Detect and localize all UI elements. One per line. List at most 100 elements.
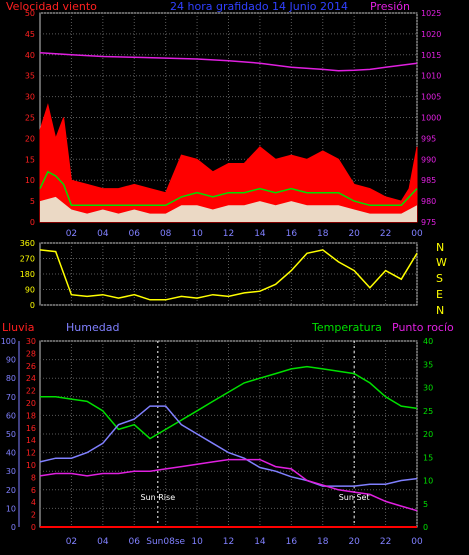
pressure-right-tick: 1010 <box>421 72 441 81</box>
climate-grid <box>18 340 418 528</box>
rain-tick: 0 <box>31 523 36 532</box>
climate-x-tick: 16 <box>286 537 298 547</box>
chart-title: 24 hora grafidado 14 Junio 2014 <box>170 0 348 13</box>
pressure-right-tick: 1015 <box>421 51 441 60</box>
humidity-tick: 80 <box>6 374 16 383</box>
wind-direction-line <box>39 249 418 301</box>
wind-left-tick: 50 <box>25 9 35 18</box>
wind-x-tick: 06 <box>129 229 141 239</box>
wind-left-tick: 0 <box>30 218 35 227</box>
rain-tick: 30 <box>26 337 36 346</box>
climate-x-tick: 02 <box>66 537 77 547</box>
rain-tick: 10 <box>26 461 36 470</box>
humidity-tick: 10 <box>6 504 16 513</box>
avg-speed-line <box>39 170 418 207</box>
humidity-tick: 40 <box>6 449 16 458</box>
climate-x-tick: 04 <box>97 537 109 547</box>
rain-tick: 22 <box>26 387 36 396</box>
humidity-tick: 60 <box>6 411 16 420</box>
climate-x-tick: 14 <box>254 537 266 547</box>
wind-x-tick: 14 <box>254 229 266 239</box>
rain-tick: 28 <box>26 349 36 358</box>
temperature-tick: 40 <box>423 337 433 346</box>
humidity-tick: 20 <box>6 486 16 495</box>
wind-x-tick: 08 <box>160 229 172 239</box>
rain-tick: 24 <box>26 374 36 383</box>
rain-tick: 20 <box>26 399 36 408</box>
climate-x-tick: 20 <box>348 537 360 547</box>
pressure-right-tick: 975 <box>421 218 436 227</box>
dewpoint-label: Punto rocío <box>392 321 454 334</box>
climate-tick-labels: 0102030405060708090100024681012141618202… <box>1 337 433 547</box>
rain-tick: 4 <box>31 498 36 507</box>
humidity-tick: 50 <box>6 430 16 439</box>
dewpoint-line <box>39 458 418 512</box>
wind-left-tick: 5 <box>30 197 35 206</box>
temperature-label: Temperatura <box>311 321 382 334</box>
wind-left-tick: 35 <box>25 72 35 81</box>
wind-x-tick: 20 <box>348 229 360 239</box>
temperature-tick: 5 <box>423 500 428 509</box>
pressure-right-tick: 985 <box>421 176 436 185</box>
compass-label: N <box>436 241 444 254</box>
climate-series <box>39 365 418 528</box>
wind-tick-labels: 0510152025303540455097598098599099510001… <box>25 9 442 239</box>
direction-series <box>39 249 418 301</box>
pressure-right-tick: 1020 <box>421 30 441 39</box>
climate-x-tick: 22 <box>380 537 391 547</box>
pressure-right-tick: 990 <box>421 155 436 164</box>
pressure-right-tick: 995 <box>421 134 436 143</box>
humidity-tick: 0 <box>11 523 16 532</box>
pressure-right-tick: 1025 <box>421 9 441 18</box>
rain-tick: 14 <box>26 436 36 445</box>
wind-left-tick: 20 <box>25 134 35 143</box>
temperature-tick: 25 <box>423 407 433 416</box>
climate-x-tick: 12 <box>223 537 234 547</box>
climate-x-tick: 06 <box>129 537 141 547</box>
sun-annotation: Sun Rise <box>140 493 175 502</box>
pressure-label: Presión <box>370 0 410 13</box>
wind-left-tick: 40 <box>25 51 35 60</box>
climate-x-tick: 10 <box>191 537 203 547</box>
compass-label: W <box>436 256 447 269</box>
rain-tick: 2 <box>31 511 36 520</box>
rain-tick: 18 <box>26 411 36 420</box>
temperature-tick: 30 <box>423 384 433 393</box>
direction-left-tick: 180 <box>20 270 35 279</box>
temperature-tick: 0 <box>423 523 428 532</box>
wind-x-tick: 04 <box>97 229 109 239</box>
wind-x-tick: 02 <box>66 229 77 239</box>
wind-x-tick: 10 <box>191 229 203 239</box>
rain-tick: 16 <box>26 424 36 433</box>
compass-label: E <box>436 288 443 301</box>
direction-grid <box>40 242 418 306</box>
pressure-right-tick: 1005 <box>421 93 441 102</box>
humidity-tick: 90 <box>6 356 16 365</box>
rain-tick: 26 <box>26 362 36 371</box>
sun-annotation: Sun Set <box>339 493 370 502</box>
wind-x-tick: 16 <box>286 229 298 239</box>
humidity-line <box>39 405 418 487</box>
wind-series <box>39 51 418 223</box>
direction-left-tick: 0 <box>30 301 35 310</box>
humidity-tick: 70 <box>6 393 16 402</box>
wind-x-tick: 12 <box>223 229 234 239</box>
rain-tick: 12 <box>26 449 36 458</box>
speed-area <box>40 196 417 222</box>
compass-label: N <box>436 304 444 317</box>
wind-left-tick: 25 <box>25 114 35 123</box>
humidity-label: Humedad <box>66 321 119 334</box>
rain-label: Lluvia <box>2 321 34 334</box>
wind-left-tick: 45 <box>25 30 35 39</box>
humidity-tick: 100 <box>1 337 16 346</box>
wind-speed-label: Velocidad viento <box>6 0 97 13</box>
pressure-line <box>39 51 418 72</box>
wind-x-tick: 00 <box>411 229 423 239</box>
humidity-tick: 30 <box>6 467 16 476</box>
direction-left-tick: 90 <box>25 286 35 295</box>
temperature-tick: 20 <box>423 430 433 439</box>
direction-left-tick: 270 <box>20 255 35 264</box>
temperature-tick: 35 <box>423 360 433 369</box>
